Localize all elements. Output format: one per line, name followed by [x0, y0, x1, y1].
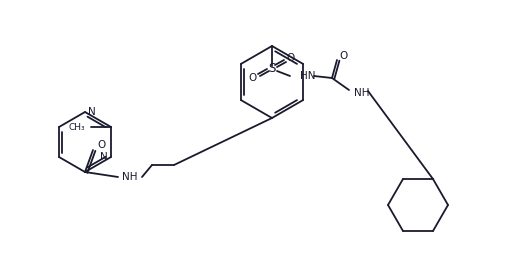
Text: HN: HN [299, 71, 315, 81]
Text: S: S [268, 61, 275, 74]
Text: CH₃: CH₃ [68, 122, 85, 132]
Text: O: O [339, 51, 347, 61]
Text: NH: NH [354, 88, 369, 98]
Text: NH: NH [122, 172, 137, 182]
Text: N: N [100, 152, 108, 162]
Text: O: O [248, 73, 257, 83]
Text: N: N [88, 107, 95, 117]
Text: O: O [97, 140, 106, 150]
Text: O: O [286, 53, 294, 63]
